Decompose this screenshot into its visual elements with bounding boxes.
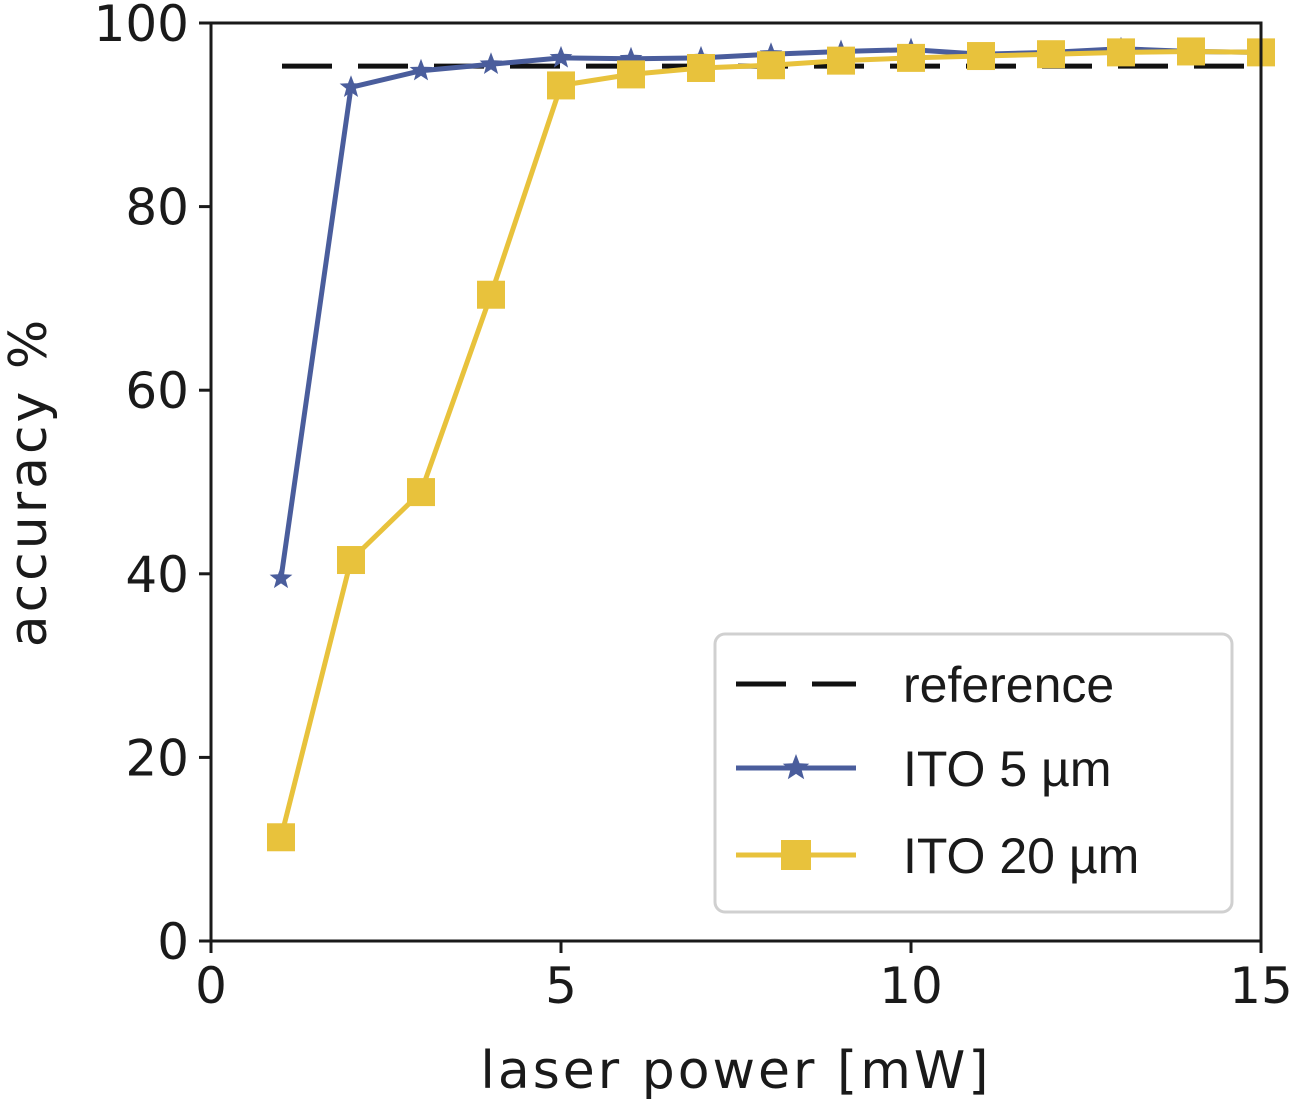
legend-series-2-label: ITO 20 µm (903, 828, 1139, 884)
legend-series-1-marker (782, 754, 810, 780)
axes-layer: 0 5 10 15 0 20 40 60 80 100 (94, 0, 1293, 1015)
series-2-point-13 (1107, 38, 1135, 67)
legend: reference ITO 5 µm ITO 20 µm (713, 632, 1234, 914)
series-1-point-4 (479, 52, 503, 74)
x-axis-label: laser power [mW] (480, 1041, 991, 1101)
series-1-point-3 (409, 58, 433, 81)
y-tick-label-0: 0 (157, 913, 189, 971)
series-2-point-5 (547, 71, 575, 100)
x-tick-label-10: 10 (879, 957, 943, 1015)
series-2-point-9 (827, 46, 855, 75)
series-2-point-6 (617, 60, 645, 89)
series-2-point-8 (757, 51, 785, 80)
series-2-point-2 (337, 546, 365, 575)
series-2-point-11 (967, 42, 995, 71)
y-tick-label-100: 100 (94, 0, 189, 53)
legend-series-2-marker (781, 840, 811, 870)
series-1-point-5 (549, 45, 573, 68)
legend-series-1-label: ITO 5 µm (903, 741, 1111, 797)
series-2-point-4 (477, 280, 505, 309)
y-tick-label-40: 40 (125, 546, 189, 604)
x-tick-label-15: 15 (1229, 957, 1293, 1015)
x-tick-label-5: 5 (545, 957, 577, 1015)
series-2-point-12 (1037, 40, 1065, 69)
series-2-point-1 (267, 823, 295, 852)
series-2-point-7 (687, 53, 715, 82)
plot-layer (267, 36, 1275, 852)
x-tick-label-0: 0 (195, 957, 227, 1015)
y-tick-label-20: 20 (125, 729, 189, 787)
legend-reference-label: reference (903, 657, 1114, 713)
y-axis-label: accuracy % (0, 317, 59, 648)
plot-frame (209, 21, 1263, 943)
series-1-point-2 (339, 75, 363, 97)
series-2-point-14 (1177, 37, 1205, 66)
y-tick-label-80: 80 (125, 179, 189, 237)
series-1-point-6 (619, 46, 643, 69)
series-2-point-10 (897, 43, 925, 72)
legend-box (713, 632, 1234, 914)
y-tick-label-60: 60 (125, 362, 189, 420)
series-2-point-3 (407, 478, 435, 507)
series-1-point-1 (269, 566, 293, 589)
